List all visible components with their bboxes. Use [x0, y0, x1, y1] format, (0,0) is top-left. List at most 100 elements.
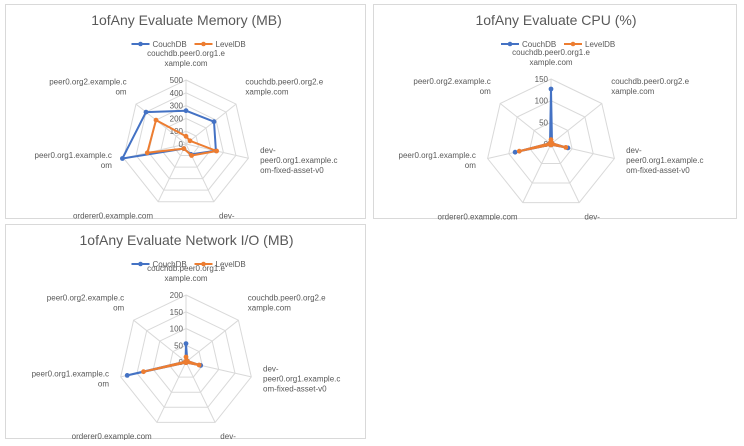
data-point — [144, 150, 150, 156]
category-label-line: dev- — [263, 365, 279, 374]
data-point — [187, 138, 193, 144]
grid-ring — [160, 117, 212, 168]
category-label-line: om — [98, 380, 109, 389]
radial-tick-label: 150 — [170, 308, 184, 317]
data-point — [214, 148, 220, 154]
data-point — [183, 341, 189, 346]
radial-tick-label: 100 — [535, 97, 549, 106]
grid-ring — [135, 92, 237, 191]
category-label-line: peer0.org2.example.c — [413, 77, 490, 86]
category-label-line: xample.com — [164, 274, 207, 283]
category-label-peer0-org1-example-com: peer0.org1.example.com — [32, 370, 110, 389]
series-line — [146, 119, 218, 157]
grid-ring — [487, 78, 615, 204]
category-label-line: dev- — [260, 146, 276, 155]
radial-tick-label: 200 — [170, 114, 184, 123]
grid-ring — [152, 327, 220, 393]
category-label-peer0-org2-example-com: peer0.org2.example.com — [413, 77, 491, 96]
category-label-line: om-fixed-asset-v0 — [626, 166, 690, 175]
category-label-dev-peer0-org1-example-com-fixed-asset-v0: dev-peer0.org1.example.com-fixed-asset-v… — [263, 365, 340, 394]
data-point — [189, 153, 195, 158]
category-label-peer0-org1-example-com: peer0.org1.example.com — [35, 151, 113, 170]
radial-tick-label: 500 — [170, 76, 184, 85]
category-label-couchdb-peer0-org2-example-com: couchdb.peer0.org2.example.com — [245, 78, 323, 97]
legend-label: LevelDB — [216, 260, 246, 269]
grid-spoke — [185, 103, 237, 145]
category-label-couchdb-peer0-org2-example-com: couchdb.peer0.org2.example.com — [248, 294, 326, 313]
category-label-line: couchdb.peer0.org1.e — [512, 48, 590, 57]
category-label-couchdb-peer0-org1-example-com: couchdb.peer0.org1.example.com — [147, 264, 225, 283]
grid-spoke — [550, 143, 580, 203]
category-label-peer0-org2-example-com: peer0.org2.example.com — [49, 78, 127, 97]
grid-ring — [123, 79, 249, 203]
category-label-orderer0-example-com: orderer0.example.com — [438, 212, 518, 220]
legend-label: CouchDB — [153, 40, 187, 49]
category-label-line: couchdb.peer0.org2.e — [248, 294, 326, 303]
grid-spoke — [499, 103, 552, 145]
radial-tick-label: 150 — [535, 75, 549, 84]
grid-ring — [169, 344, 203, 378]
category-label-couchdb-peer0-org1-example-com: couchdb.peer0.org1.example.com — [512, 48, 590, 67]
category-label-line: peer0.org2.example.c — [49, 78, 126, 87]
radial-tick-label: 0 — [179, 140, 184, 149]
series-leveldb — [516, 137, 569, 154]
chart-title: 1ofAny Evaluate Network I/O (MB) — [80, 232, 294, 248]
data-point — [143, 109, 149, 115]
data-point — [516, 148, 522, 154]
data-point — [181, 146, 187, 152]
category-label-line: couchdb.peer0.org1.e — [147, 49, 225, 58]
category-label-couchdb-peer0-org2-example-com: couchdb.peer0.org2.example.com — [611, 77, 689, 96]
memory-radar-chart: 1ofAny Evaluate Memory (MB) CouchDB LevelD… — [35, 12, 338, 221]
category-label-peer0-org2-example-com: peer0.org2.example.com — [47, 294, 125, 313]
data-point — [547, 140, 553, 146]
legend-label: LevelDB — [585, 40, 615, 49]
grid-ring — [529, 121, 573, 164]
radial-tick-label: 50 — [539, 118, 548, 127]
category-label-line: xample.com — [245, 88, 288, 97]
category-label-line: om-fixed-asset-v0 — [263, 385, 327, 394]
memory-chart-panel: 1ofAny Evaluate Memory (MB) CouchDB LevelD… — [5, 4, 366, 221]
grid-spoke — [185, 361, 216, 423]
radial-tick-label: 400 — [170, 89, 184, 98]
category-label-dev-peer0-org1-example-com-fixed-asset-v0: dev-peer0.org1.example.com-fixed-asset-v… — [260, 146, 337, 175]
legend-label: CouchDB — [153, 260, 187, 269]
data-point — [183, 354, 189, 360]
category-label-line: peer0.org2.example.c — [47, 294, 124, 303]
grid-spoke — [185, 319, 239, 363]
grid-spoke — [550, 103, 603, 145]
category-label-line: om — [480, 87, 491, 96]
category-label-line: xample.com — [248, 304, 291, 313]
legend-label: CouchDB — [522, 40, 556, 49]
legend-item-leveldb: LevelDB — [194, 260, 246, 269]
radial-tick-label: 50 — [174, 341, 183, 350]
data-point — [183, 108, 189, 114]
grid-ring — [508, 100, 594, 184]
legend-item-leveldb: LevelDB — [564, 40, 615, 49]
category-label-line: dev- — [584, 212, 600, 220]
category-label-line: orderer0.example.com — [72, 432, 152, 440]
category-label-line: peer0.org1.example.c — [35, 151, 112, 160]
category-label-line: orderer0.example.com — [438, 212, 518, 220]
category-label-line: om-fixed-asset-v0 — [260, 166, 324, 175]
category-label-dev-peer0-org1-example-com-fixed-asset-v0: dev-peer0.org1.example.com-fixed-asset-v… — [626, 146, 703, 175]
category-label-line: om — [101, 161, 112, 170]
grid-ring — [120, 294, 252, 423]
category-label-dev-peer0-org2-example-com-fixed-asset-v0: dev-peer0.org2.example.com-fixed-asset-v… — [219, 212, 235, 221]
category-label-dev-peer0-org2-example-com-fixed-asset-v0: dev-peer0.org2.example.com-fixed-asset-v… — [220, 432, 236, 440]
legend-item-couchdb: CouchDB — [501, 40, 556, 49]
data-point — [124, 373, 130, 378]
legend-item-leveldb: LevelDB — [194, 40, 246, 49]
category-label-peer0-org1-example-com: peer0.org1.example.com — [399, 151, 477, 170]
data-point — [563, 145, 569, 150]
cpu-radar-chart: 1ofAny Evaluate CPU (%)CouchDB LevelDB050… — [399, 12, 704, 220]
grid-spoke — [522, 143, 552, 203]
category-label-couchdb-peer0-org1-example-com: couchdb.peer0.org1.example.com — [147, 49, 225, 68]
data-point — [211, 119, 217, 125]
data-point — [183, 133, 189, 139]
category-label-line: om — [115, 88, 126, 97]
legend-item-couchdb: CouchDB — [131, 260, 187, 269]
grid-spoke — [156, 361, 187, 423]
category-label-line: om — [465, 161, 476, 170]
data-point — [196, 362, 202, 368]
network-radar-chart: 1ofAny Evaluate Network I/O (MB) CouchDB L… — [32, 232, 341, 440]
